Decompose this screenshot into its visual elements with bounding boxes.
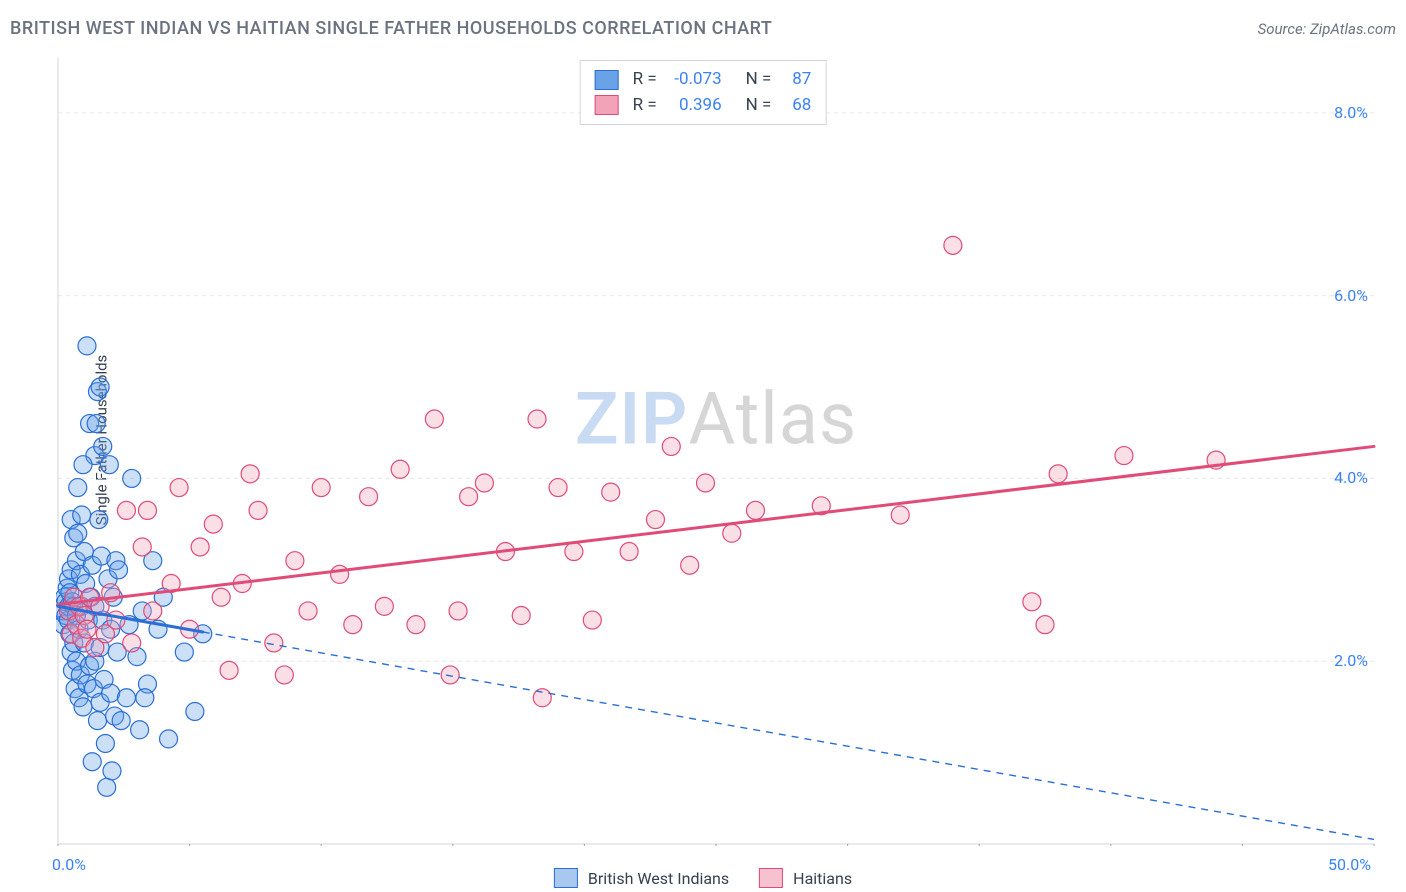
chart-title: BRITISH WEST INDIAN VS HAITIAN SINGLE FA… — [10, 18, 772, 39]
legend-swatch-0 — [554, 868, 578, 888]
n-label-2: N = — [746, 93, 772, 119]
bottom-legend: British West Indians Haitians — [554, 868, 852, 888]
stats-legend-box: R = -0.073 N = 87 R = 0.396 N = 68 — [580, 60, 827, 125]
chart-container: BRITISH WEST INDIAN VS HAITIAN SINGLE FA… — [0, 0, 1406, 892]
legend-label-1: Haitians — [793, 869, 852, 888]
legend-item-0: British West Indians — [554, 868, 729, 888]
y-tick-label: 6.0% — [1334, 286, 1368, 305]
n-value-1: 87 — [781, 67, 811, 93]
y-tick-label: 8.0% — [1334, 103, 1368, 122]
swatch-series-1 — [595, 70, 619, 90]
n-value-2: 68 — [781, 93, 811, 119]
r-label-1: R = — [633, 67, 657, 93]
swatch-series-2 — [595, 95, 619, 115]
x-tick-label: 50.0% — [1328, 855, 1371, 874]
legend-label-0: British West Indians — [588, 869, 729, 888]
y-tick-label: 2.0% — [1334, 651, 1368, 670]
stats-row-series-2: R = 0.396 N = 68 — [595, 93, 812, 119]
chart-source: Source: ZipAtlas.com — [1258, 20, 1396, 38]
stats-row-series-1: R = -0.073 N = 87 — [595, 67, 812, 93]
r-value-2: 0.396 — [667, 93, 722, 119]
legend-item-1: Haitians — [759, 868, 852, 888]
y-tick-label: 4.0% — [1334, 468, 1368, 487]
r-value-1: -0.073 — [667, 67, 722, 93]
legend-swatch-1 — [759, 868, 783, 888]
r-label-2: R = — [633, 93, 657, 119]
n-label-1: N = — [746, 67, 772, 93]
title-bar: BRITISH WEST INDIAN VS HAITIAN SINGLE FA… — [10, 18, 1396, 39]
scatter-plot-svg — [56, 56, 1376, 846]
plot-area: ZIPAtlas 2.0%4.0%6.0%8.0%0.0%50.0% — [56, 56, 1376, 846]
x-tick-label: 0.0% — [52, 855, 86, 874]
